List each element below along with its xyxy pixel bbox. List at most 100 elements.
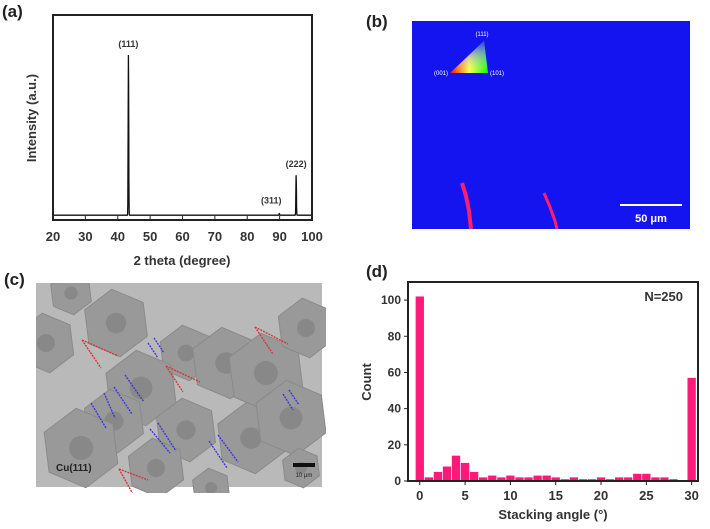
y-tick-label: 40 [388, 402, 402, 416]
y-tick-label: 60 [388, 365, 402, 379]
panel-label-b: (b) [366, 12, 388, 31]
x-tick-label: 100 [301, 229, 323, 244]
histogram-bar [424, 477, 434, 481]
x-tick-label: 15 [548, 488, 562, 503]
histogram-bar [506, 475, 515, 481]
red-edge-line [81, 339, 119, 357]
x-tick-label: 50 [143, 229, 157, 244]
domain-nucleus [279, 406, 303, 430]
histogram-bar [451, 455, 461, 481]
x-tick-label: 10 [503, 488, 517, 503]
blue-edge-line [147, 342, 159, 359]
domain-nucleus [69, 436, 93, 460]
x-tick-label: 60 [175, 229, 189, 244]
xrd-chart: 20 30 40 50 60 70 80 90 100 (111) (311) (222) 2 the… [24, 14, 323, 268]
histogram-bar [596, 477, 606, 481]
ipf-label-101: (101) [490, 71, 504, 77]
ipf-label-001: (001) [434, 71, 448, 77]
histogram-bar [687, 377, 696, 481]
panel-label-a: (a) [2, 2, 23, 21]
peak-label: (111) [118, 39, 138, 49]
x-tick-label: 20 [46, 229, 60, 244]
histogram-bar [524, 477, 533, 481]
histogram-bar [488, 475, 497, 481]
domain-nucleus [64, 286, 78, 300]
blue-edge-line [113, 386, 133, 415]
domain-nucleus [297, 319, 315, 337]
plot-frame [52, 14, 313, 221]
peak-label: (222) [286, 159, 307, 169]
panel-label-d: (d) [366, 262, 388, 281]
blue-edge-line [90, 402, 107, 429]
blue-edge-line [157, 422, 177, 452]
histogram-bar [614, 477, 624, 481]
sample-count: N=250 [644, 289, 683, 304]
histogram-bar [633, 473, 642, 481]
histogram-bar [460, 462, 470, 481]
scalebar [293, 463, 315, 467]
red-edge-line [165, 365, 201, 383]
x-tick-label: 30 [78, 229, 92, 244]
scalebar-label: 10 μm [296, 473, 313, 479]
blue-edge-line [124, 374, 145, 403]
blue-edge-line [282, 393, 294, 411]
x-tick-label: 90 [272, 229, 286, 244]
x-tick-label: 25 [639, 488, 653, 503]
xrd-line [53, 54, 312, 216]
twin-boundary [542, 192, 559, 230]
x-tick-label: 40 [111, 229, 125, 244]
y-tick-label: 0 [394, 474, 401, 488]
y-tick-label: 80 [388, 329, 402, 343]
red-edge-line [254, 326, 289, 345]
x-tick-label: 30 [684, 488, 698, 503]
histogram-bar [515, 477, 524, 481]
graphene-domain [192, 467, 230, 493]
blue-edge-line [288, 389, 300, 406]
red-edge-line [118, 468, 134, 493]
domain-nucleus [129, 376, 153, 400]
red-edge-line [165, 365, 184, 393]
peak-label: (311) [261, 196, 282, 206]
blue-edge-line [149, 428, 171, 454]
plot-frame [407, 281, 699, 482]
ipf-label-111: (111) [475, 32, 488, 38]
red-edge-line [118, 468, 149, 481]
histogram-bar [651, 477, 660, 481]
stacking-angle-histogram: 0 5 10 15 20 25 30 0 20 40 60 80 100 N=250 Stacking … [359, 281, 699, 522]
domain-nucleus [37, 334, 55, 352]
y-tick-label: 20 [388, 438, 402, 452]
twin-boundary [460, 182, 473, 230]
domain-nucleus [176, 420, 196, 440]
ebsd-background [412, 21, 690, 229]
histogram-bar [551, 477, 560, 481]
blue-edge-line [208, 440, 228, 469]
blue-edge-line [217, 434, 239, 463]
histogram-bar [469, 471, 479, 481]
x-axis-label: Stacking angle (°) [498, 507, 607, 522]
histogram-bar [569, 477, 579, 481]
substrate-label: Cu(111) [56, 463, 92, 474]
blue-edge-line [153, 337, 165, 354]
domain-nucleus [105, 312, 127, 334]
red-edge-line [254, 326, 274, 355]
x-tick-label: 20 [594, 488, 608, 503]
x-tick-label: 0 [416, 488, 423, 503]
panel-label-c: (c) [4, 270, 25, 289]
histogram-bar [433, 471, 443, 481]
histogram-bar [497, 477, 506, 481]
histogram-bar [542, 475, 551, 481]
domain-nucleus [205, 482, 217, 493]
red-edge-line [81, 339, 102, 369]
y-tick-label: 100 [381, 293, 401, 307]
x-tick-label: 70 [208, 229, 222, 244]
histogram-bar [415, 296, 424, 481]
histogram-bar [479, 477, 488, 481]
domain-nucleus [254, 361, 278, 385]
sem-image: Cu(111) 10 μm [36, 283, 326, 493]
ipf-legend: (111) (001) (101) [434, 32, 504, 77]
x-tick-label: 80 [240, 229, 254, 244]
histogram-bar [624, 477, 633, 481]
blue-edge-line [103, 392, 116, 419]
histogram-bar [533, 475, 542, 481]
